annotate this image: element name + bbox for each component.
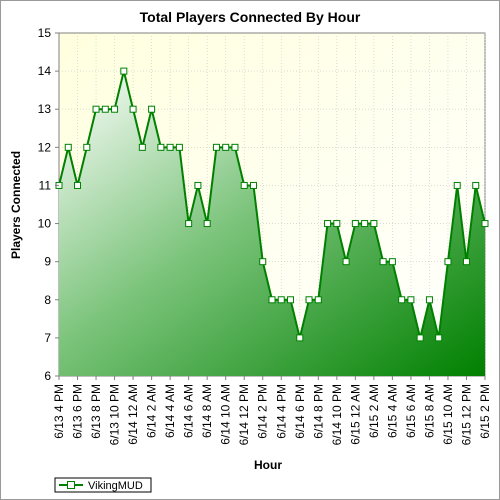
data-point bbox=[268, 296, 276, 304]
data-point bbox=[101, 105, 109, 113]
y-tick-label: 10 bbox=[38, 217, 52, 231]
data-point bbox=[361, 220, 369, 228]
data-point bbox=[120, 67, 128, 75]
data-point bbox=[64, 143, 72, 151]
data-point bbox=[435, 334, 443, 342]
x-tick-label: 6/15 2 PM bbox=[478, 384, 492, 439]
data-point bbox=[249, 181, 257, 189]
x-tick-label: 6/13 6 PM bbox=[71, 384, 85, 439]
data-point bbox=[111, 105, 119, 113]
data-point bbox=[231, 143, 239, 151]
x-tick-label: 6/14 12 AM bbox=[126, 384, 140, 445]
y-tick-label: 7 bbox=[44, 331, 51, 345]
data-point bbox=[83, 143, 91, 151]
chart-title: Total Players Connected By Hour bbox=[140, 9, 361, 25]
x-tick-label: 6/14 10 PM bbox=[330, 384, 344, 445]
x-axis-ticks: 6/13 4 PM 6/13 6 PM 6/13 8 PM 6/13 10 PM 6/1… bbox=[52, 376, 492, 445]
data-point bbox=[194, 181, 202, 189]
x-tick-label: 6/14 8 AM bbox=[200, 384, 214, 438]
x-tick-label: 6/15 12 PM bbox=[459, 384, 473, 445]
data-point bbox=[157, 143, 165, 151]
data-point bbox=[296, 334, 304, 342]
data-point bbox=[277, 296, 285, 304]
y-axis-title: Players Connected bbox=[9, 151, 23, 259]
legend: VikingMUD bbox=[54, 477, 152, 493]
y-tick-label: 12 bbox=[38, 140, 52, 154]
x-tick-label: 6/15 10 AM bbox=[441, 384, 455, 445]
data-point bbox=[324, 220, 332, 228]
y-axis-ticks: 6 7 8 9 10 11 12 13 14 15 bbox=[38, 26, 59, 383]
x-tick-label: 6/15 4 AM bbox=[385, 384, 399, 438]
data-point bbox=[203, 220, 211, 228]
y-tick-label: 8 bbox=[44, 293, 51, 307]
x-tick-label: 6/14 4 PM bbox=[274, 384, 288, 439]
data-point bbox=[462, 258, 470, 266]
x-tick-label: 6/13 10 PM bbox=[108, 384, 122, 445]
x-axis-title: Hour bbox=[254, 458, 282, 472]
data-point bbox=[444, 258, 452, 266]
x-tick-label: 6/14 12 PM bbox=[237, 384, 251, 445]
data-point bbox=[287, 296, 295, 304]
data-point bbox=[305, 296, 313, 304]
data-point bbox=[314, 296, 322, 304]
data-point bbox=[222, 143, 230, 151]
x-tick-label: 6/13 4 PM bbox=[52, 384, 66, 439]
series-points bbox=[55, 67, 489, 342]
data-point bbox=[342, 258, 350, 266]
data-point bbox=[129, 105, 137, 113]
data-point bbox=[166, 143, 174, 151]
x-tick-label: 6/14 2 PM bbox=[256, 384, 270, 439]
x-tick-label: 6/14 10 AM bbox=[219, 384, 233, 445]
data-point bbox=[472, 181, 480, 189]
y-tick-label: 6 bbox=[44, 369, 51, 383]
x-tick-label: 6/14 6 PM bbox=[293, 384, 307, 439]
x-tick-label: 6/15 12 AM bbox=[348, 384, 362, 445]
x-tick-label: 6/15 8 AM bbox=[422, 384, 436, 438]
data-point bbox=[259, 258, 267, 266]
data-point bbox=[379, 258, 387, 266]
data-point bbox=[148, 105, 156, 113]
data-point bbox=[138, 143, 146, 151]
y-tick-label: 14 bbox=[38, 64, 52, 78]
data-point bbox=[425, 296, 433, 304]
legend-swatch-marker bbox=[67, 481, 75, 489]
data-point bbox=[398, 296, 406, 304]
data-point bbox=[407, 296, 415, 304]
x-tick-label: 6/14 4 AM bbox=[163, 384, 177, 438]
y-tick-label: 11 bbox=[39, 178, 52, 192]
data-point bbox=[453, 181, 461, 189]
data-point bbox=[74, 181, 82, 189]
data-point bbox=[212, 143, 220, 151]
data-point bbox=[240, 181, 248, 189]
data-point bbox=[92, 105, 100, 113]
y-tick-label: 9 bbox=[44, 255, 51, 269]
x-tick-label: 6/14 6 AM bbox=[182, 384, 196, 438]
x-tick-label: 6/15 2 AM bbox=[367, 384, 381, 438]
x-tick-label: 6/15 6 AM bbox=[404, 384, 418, 438]
data-point bbox=[333, 220, 341, 228]
data-point bbox=[481, 220, 489, 228]
data-point bbox=[370, 220, 378, 228]
legend-box bbox=[54, 477, 152, 493]
data-point bbox=[416, 334, 424, 342]
x-tick-label: 6/14 2 AM bbox=[145, 384, 159, 438]
legend-label: VikingMUD bbox=[88, 480, 143, 492]
x-tick-label: 6/13 8 PM bbox=[89, 384, 103, 439]
data-point bbox=[175, 143, 183, 151]
x-tick-label: 6/14 8 PM bbox=[311, 384, 325, 439]
data-point bbox=[388, 258, 396, 266]
data-point bbox=[185, 220, 193, 228]
data-point bbox=[351, 220, 359, 228]
y-tick-label: 13 bbox=[38, 102, 52, 116]
y-tick-label: 15 bbox=[38, 26, 52, 40]
